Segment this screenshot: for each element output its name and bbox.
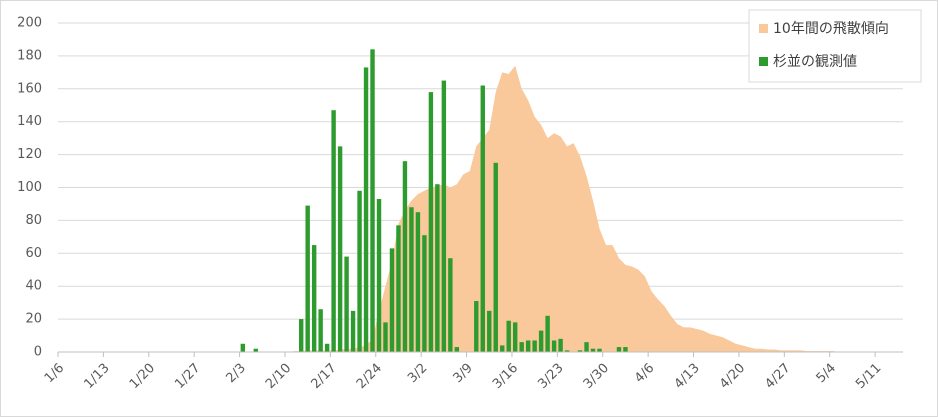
bar xyxy=(357,190,362,352)
bar xyxy=(435,184,440,352)
bar xyxy=(383,322,388,352)
bar xyxy=(240,343,246,352)
bar xyxy=(253,348,258,352)
bar xyxy=(422,235,427,352)
bar xyxy=(525,340,531,352)
bar xyxy=(584,342,589,352)
bar xyxy=(493,162,498,352)
bar xyxy=(590,348,596,352)
bar xyxy=(551,340,557,352)
y-tick-label: 140 xyxy=(17,114,42,129)
legend-swatch xyxy=(759,24,768,33)
bar xyxy=(363,67,369,352)
bar xyxy=(558,338,563,352)
bar xyxy=(500,345,505,352)
bar xyxy=(350,310,356,352)
bar xyxy=(311,245,317,352)
bar xyxy=(616,347,622,352)
y-tick-label: 160 xyxy=(17,81,42,96)
y-tick-label: 180 xyxy=(17,48,42,63)
bar xyxy=(305,205,310,352)
y-tick-label: 60 xyxy=(25,246,42,261)
bar xyxy=(487,310,492,352)
legend-box xyxy=(748,9,922,83)
bar xyxy=(519,342,524,352)
bar xyxy=(428,92,434,352)
y-tick-label: 0 xyxy=(34,345,42,360)
plot xyxy=(61,49,905,353)
bar xyxy=(337,146,343,352)
y-tick-label: 100 xyxy=(17,180,42,195)
bar xyxy=(577,350,583,352)
bar xyxy=(441,80,447,352)
bar xyxy=(389,248,395,352)
bar xyxy=(545,315,550,352)
y-tick-label: 200 xyxy=(17,16,42,31)
bar xyxy=(512,322,518,352)
bar xyxy=(564,350,570,352)
bar xyxy=(344,256,349,352)
bar xyxy=(474,301,479,352)
bar xyxy=(448,258,453,352)
y-tick-label: 80 xyxy=(25,213,42,228)
bar xyxy=(415,212,421,352)
bar xyxy=(331,110,336,352)
legend-swatch xyxy=(759,57,768,66)
bar xyxy=(318,309,323,352)
legend-label: 10年間の飛散傾向 xyxy=(773,21,889,37)
bar xyxy=(298,319,304,352)
bar xyxy=(370,49,375,352)
y-tick-label: 20 xyxy=(25,312,42,327)
bar xyxy=(623,347,628,352)
bar xyxy=(402,161,408,352)
bar xyxy=(409,207,414,352)
bar xyxy=(376,199,382,352)
bar xyxy=(396,225,401,352)
bar xyxy=(532,340,537,352)
bar xyxy=(538,330,544,352)
bar xyxy=(597,348,602,352)
bar xyxy=(324,343,330,352)
legend-label: 杉並の観測値 xyxy=(773,53,857,70)
y-tick-label: 120 xyxy=(17,147,42,162)
bar xyxy=(506,320,511,352)
bar xyxy=(454,347,460,352)
y-tick-label: 40 xyxy=(25,279,42,294)
bar xyxy=(480,85,485,352)
